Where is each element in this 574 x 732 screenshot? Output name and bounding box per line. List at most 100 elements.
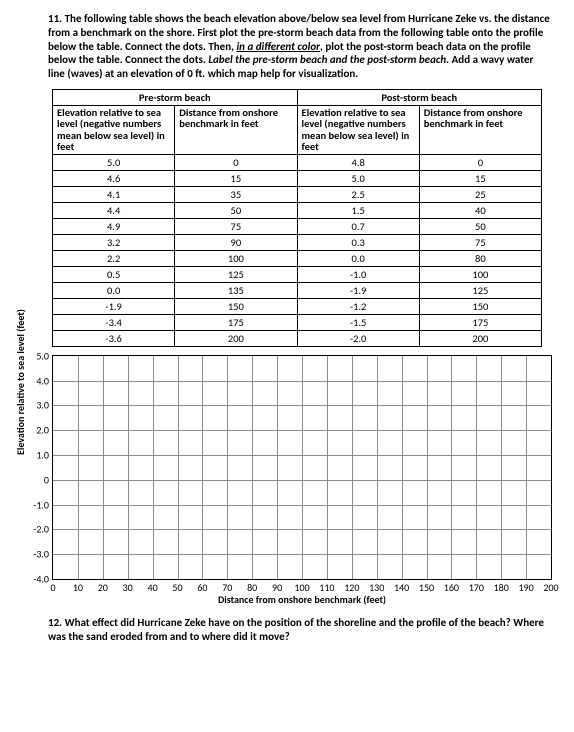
table-cell: 75 <box>175 218 297 234</box>
q11-underline: in a different color <box>236 40 320 53</box>
col-elev-pre: Elevation relative to sea level (negativ… <box>53 105 175 154</box>
table-cell: 200 <box>175 330 297 346</box>
table-cell: 0.5 <box>53 266 175 282</box>
x-tick: 60 <box>197 581 207 594</box>
table-cell: 0.3 <box>297 234 419 250</box>
table-cell: 4.4 <box>53 202 175 218</box>
chart-area: Elevation relative to sea level (feet) 5… <box>20 355 556 580</box>
table-cell: 100 <box>419 266 541 282</box>
table-cell: 4.8 <box>297 154 419 170</box>
x-tick: 20 <box>98 581 108 594</box>
x-tick: 170 <box>469 581 484 594</box>
table-cell: 90 <box>175 234 297 250</box>
table-row: 4.9750.750 <box>53 218 542 234</box>
table-cell: 25 <box>419 186 541 202</box>
table-cell: 4.6 <box>53 170 175 186</box>
table-cell: 50 <box>419 218 541 234</box>
table-cell: 0 <box>175 154 297 170</box>
page: 11. The following table shows the beach … <box>0 0 574 732</box>
table-cell: 0.7 <box>297 218 419 234</box>
table-cell: 0.0 <box>53 282 175 298</box>
question-12: 12. What effect did Hurricane Zeke have … <box>48 616 546 644</box>
table-cell: 175 <box>175 314 297 330</box>
table-cell: 125 <box>419 282 541 298</box>
table-cell: 4.1 <box>53 186 175 202</box>
table-row: 5.004.80 <box>53 154 542 170</box>
x-tick: 190 <box>518 581 533 594</box>
x-tick: 180 <box>494 581 509 594</box>
table-cell: 15 <box>175 170 297 186</box>
table-cell: 15 <box>419 170 541 186</box>
table-cell: -1.9 <box>297 282 419 298</box>
y-tick: 2.0 <box>36 424 49 437</box>
table-cell: 5.0 <box>297 170 419 186</box>
y-tick: 4.0 <box>36 374 49 387</box>
table-cell: -1.5 <box>297 314 419 330</box>
question-11: 11. The following table shows the beach … <box>48 12 550 81</box>
table-row: 3.2900.375 <box>53 234 542 250</box>
table-cell: 200 <box>419 330 541 346</box>
data-table: Pre-storm beach Post-storm beach Elevati… <box>52 89 542 347</box>
table-cell: -1.0 <box>297 266 419 282</box>
table-cell: 150 <box>419 298 541 314</box>
table-row: 0.0135-1.9125 <box>53 282 542 298</box>
x-tick: 0 <box>50 581 55 594</box>
table-cell: 0.0 <box>297 250 419 266</box>
y-tick: -2.0 <box>33 523 49 536</box>
y-tick: -1.0 <box>33 498 49 511</box>
table-cell: 3.2 <box>53 234 175 250</box>
table-cell: 1.5 <box>297 202 419 218</box>
table-cell: -3.6 <box>53 330 175 346</box>
x-tick: 160 <box>444 581 459 594</box>
x-tick: 40 <box>148 581 158 594</box>
table-cell: 100 <box>175 250 297 266</box>
table-row: -3.4175-1.5175 <box>53 314 542 330</box>
table-cell: 5.0 <box>53 154 175 170</box>
col-dist-pre: Distance from onshore benchmark in feet <box>175 105 297 154</box>
y-tick: -3.0 <box>33 548 49 561</box>
group-post: Post-storm beach <box>297 89 542 105</box>
x-tick: 140 <box>394 581 409 594</box>
q12-number: 12. <box>48 616 62 629</box>
y-tick: 0 <box>44 473 49 486</box>
x-tick: 150 <box>419 581 434 594</box>
table-cell: 75 <box>419 234 541 250</box>
q12-text: What effect did Hurricane Zeke have on t… <box>48 616 544 643</box>
q11-number: 11. <box>48 12 62 25</box>
chart-grid: 5.04.03.02.01.00-1.0-2.0-3.0-4.001020304… <box>52 355 552 580</box>
table-row: 4.6155.015 <box>53 170 542 186</box>
table-row: Pre-storm beach Post-storm beach <box>53 89 542 105</box>
table-cell: 150 <box>175 298 297 314</box>
table-cell: 2.2 <box>53 250 175 266</box>
table-cell: 50 <box>175 202 297 218</box>
table-cell: -2.0 <box>297 330 419 346</box>
table-cell: 125 <box>175 266 297 282</box>
table-cell: 80 <box>419 250 541 266</box>
table-cell: 0 <box>419 154 541 170</box>
x-axis-label: Distance from onshore benchmark (feet) <box>218 593 386 606</box>
table-cell: 175 <box>419 314 541 330</box>
x-tick: 30 <box>123 581 133 594</box>
x-tick: 50 <box>172 581 182 594</box>
table-cell: 4.9 <box>53 218 175 234</box>
y-tick: 3.0 <box>36 399 49 412</box>
table-row: 4.4501.540 <box>53 202 542 218</box>
table-row: -3.6200-2.0200 <box>53 330 542 346</box>
table-row: Elevation relative to sea level (negativ… <box>53 105 542 154</box>
x-tick: 200 <box>543 581 558 594</box>
y-tick: -4.0 <box>33 572 49 585</box>
col-dist-post: Distance from onshore benchmark in feet <box>419 105 541 154</box>
table-row: 4.1352.525 <box>53 186 542 202</box>
y-tick: 1.0 <box>36 449 49 462</box>
x-tick: 10 <box>73 581 83 594</box>
table-cell: -1.2 <box>297 298 419 314</box>
y-tick: 5.0 <box>36 349 49 362</box>
table-cell: 135 <box>175 282 297 298</box>
y-axis-label: Elevation relative to sea level (feet) <box>14 309 27 455</box>
col-elev-post: Elevation relative to sea level (negativ… <box>297 105 419 154</box>
table-row: 0.5125-1.0100 <box>53 266 542 282</box>
group-pre: Pre-storm beach <box>53 89 298 105</box>
table-cell: 35 <box>175 186 297 202</box>
table-row: -1.9150-1.2150 <box>53 298 542 314</box>
table-cell: 40 <box>419 202 541 218</box>
